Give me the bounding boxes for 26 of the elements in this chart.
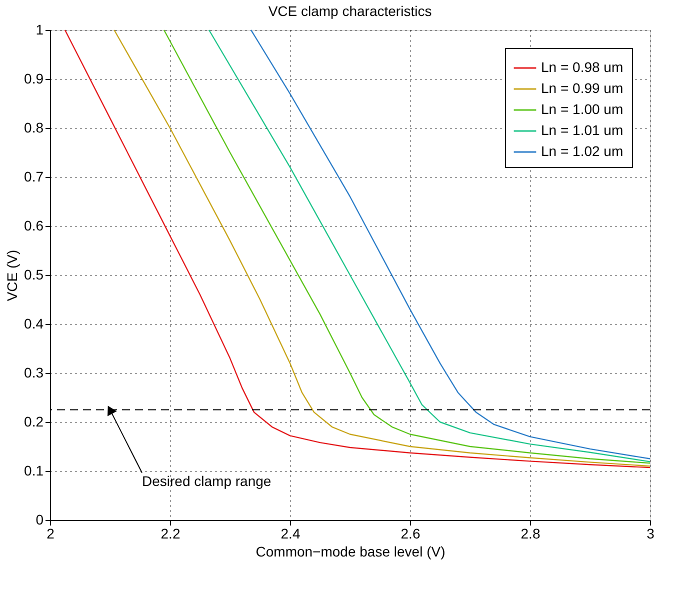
chart-title: VCE clamp characteristics <box>268 3 432 19</box>
legend-label: Ln = 1.02 um <box>541 143 624 159</box>
x-tick-label: 3 <box>646 526 655 542</box>
y-tick-label: 1 <box>36 22 44 38</box>
legend-label: Ln = 0.99 um <box>541 80 624 96</box>
y-tick-label: 0.8 <box>24 120 44 136</box>
x-tick-label: 2.8 <box>520 526 540 542</box>
y-tick-label: 0.6 <box>24 218 44 234</box>
x-tick-label: 2.6 <box>400 526 420 542</box>
y-tick-label: 0.2 <box>24 414 44 430</box>
legend-label: Ln = 0.98 um <box>541 59 624 75</box>
y-tick-label: 0.3 <box>24 364 44 380</box>
legend-label: Ln = 1.00 um <box>541 101 624 117</box>
legend-label: Ln = 1.01 um <box>541 122 624 138</box>
y-tick-label: 0 <box>36 512 44 528</box>
annotation: Desired clamp range <box>142 472 272 489</box>
x-tick-label: 2.4 <box>280 526 300 542</box>
y-tick-label: 0.4 <box>24 316 44 332</box>
x-axis-title: Common−mode base level (V) <box>256 544 446 560</box>
y-tick-label: 0.5 <box>24 266 44 282</box>
x-tick-label: 2.2 <box>160 526 180 542</box>
y-tick-label: 0.7 <box>24 168 44 184</box>
y-tick-label: 0.9 <box>24 70 44 86</box>
x-tick-label: 2 <box>46 526 55 542</box>
y-tick-label: 0.1 <box>24 462 44 478</box>
y-axis-title: VCE (V) <box>4 250 20 302</box>
